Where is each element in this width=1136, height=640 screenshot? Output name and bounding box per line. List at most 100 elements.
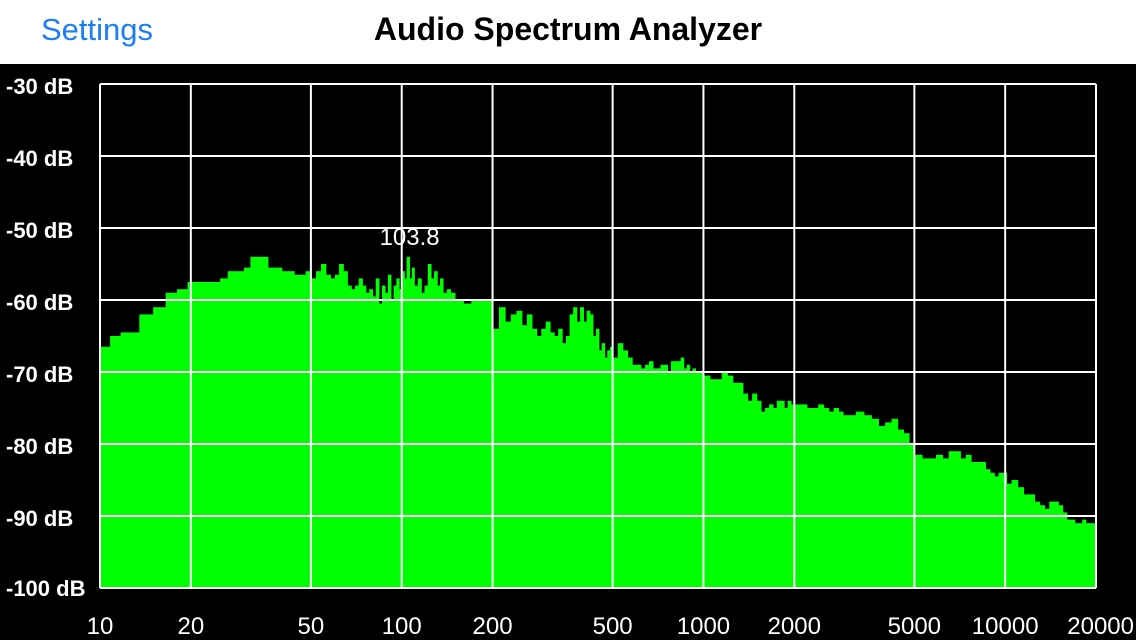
spectrum-bar — [562, 343, 567, 588]
spectrum-bar — [411, 267, 415, 588]
spectrum-bar — [1044, 508, 1050, 588]
spectrum-bar — [187, 282, 201, 588]
spectrum-bar — [709, 379, 717, 588]
spectrum-bar — [424, 285, 429, 588]
spectrum-bar — [1085, 523, 1090, 588]
spectrum-bar — [1062, 512, 1068, 588]
spectrum-bar — [381, 285, 386, 588]
spectrum-bar — [583, 321, 588, 588]
spectrum-bar — [343, 271, 348, 588]
spectrum-bar — [847, 415, 857, 588]
x-tick-label: 20 — [177, 613, 204, 640]
spectrum-bar — [1011, 480, 1019, 588]
spectrum-bar — [695, 372, 699, 588]
spectrum-bar — [421, 292, 426, 588]
spectrum-bar — [769, 404, 774, 588]
spectrum-bar — [427, 264, 432, 588]
spectrum-bar — [505, 321, 512, 588]
spectrum-bar — [545, 321, 551, 588]
spectrum-bar — [541, 328, 547, 588]
spectrum-bar — [1058, 505, 1064, 588]
spectrum-bar — [828, 411, 835, 588]
spectrum-bar — [780, 400, 785, 588]
spectrum-bar — [165, 292, 178, 588]
spectrum-bar — [689, 372, 694, 588]
spectrum-bar — [765, 408, 770, 588]
spectrum-bar — [434, 271, 438, 588]
spectrum-bar — [401, 271, 405, 588]
spectrum-bar — [1089, 523, 1094, 588]
spectrum-bar — [627, 357, 633, 588]
y-tick-label: -60 dB — [6, 290, 73, 315]
spectrum-bar — [663, 364, 669, 588]
spectrum-bar — [437, 285, 441, 588]
spectrum-bar — [794, 404, 802, 588]
spectrum-bar — [365, 292, 370, 588]
spectrum-bar — [320, 264, 327, 588]
spectrum-bar — [129, 332, 140, 588]
spectrum-bar — [652, 368, 658, 588]
spectrum-bar — [732, 382, 739, 588]
spectrum-bar — [784, 408, 789, 588]
x-tick-label: 1000 — [677, 613, 730, 640]
spectrum-bar — [234, 271, 245, 588]
spectrum-bar — [863, 415, 872, 588]
spectrum-bar — [649, 361, 654, 588]
spectrum-bar — [399, 289, 403, 588]
page-title: Audio Spectrum Analyzer — [373, 11, 763, 47]
spectrum-bar — [677, 361, 682, 588]
spectrum-bar — [698, 372, 702, 588]
spectrum-bar — [838, 411, 844, 588]
spectrum-bar — [806, 408, 814, 588]
settings-button[interactable]: Settings — [41, 12, 154, 47]
spectrum-bar — [351, 289, 356, 588]
spectrum-bar — [1029, 494, 1036, 588]
spectrum-bar — [914, 454, 923, 588]
spectrum-bar — [1082, 519, 1087, 588]
x-tick-label: 50 — [298, 613, 325, 640]
spectrum-bar — [960, 458, 967, 588]
x-tick-label: 5000 — [888, 613, 941, 640]
spectrum-bar — [636, 364, 642, 588]
peak-frequency-label: 103.8 — [380, 224, 440, 251]
spectrum-bar — [209, 282, 221, 588]
x-tick-label: 100 — [382, 613, 422, 640]
spectrum-bar — [772, 408, 778, 588]
spectrum-chart: -30 dB -40 dB -50 dB -60 dB -70 dB -80 dB -90 … — [6, 74, 1134, 640]
spectrum-bar — [586, 310, 591, 588]
spectrum-bar — [288, 271, 295, 588]
spectrum-bar — [463, 303, 468, 588]
spectrum-bar — [330, 278, 336, 588]
spectrum-bar — [358, 278, 363, 588]
spectrum-bar — [703, 375, 711, 588]
spectrum-bar — [640, 368, 646, 588]
x-tick-label: 10000 — [972, 613, 1039, 640]
spectrum-bar — [622, 350, 629, 588]
spectrum-bar — [450, 292, 456, 588]
spectrum-bar — [378, 303, 383, 588]
x-tick-label: 500 — [593, 613, 633, 640]
spectrum-bar — [632, 364, 638, 588]
spectrum-bar — [975, 462, 982, 588]
spectrum-bar — [1053, 501, 1059, 588]
spectrum-bar — [776, 400, 782, 588]
spectrum-bar — [612, 357, 619, 588]
spectrum-bar — [325, 274, 331, 588]
spectrum-bar — [274, 267, 283, 588]
spectrum-bar — [686, 364, 691, 588]
spectrum-bar — [498, 307, 506, 588]
y-tick-label: -80 dB — [6, 434, 73, 459]
spectrum-bar — [576, 321, 581, 588]
spectrum-bar — [396, 278, 400, 588]
spectrum-bar — [339, 264, 344, 588]
spectrum-bar — [903, 433, 910, 588]
spectrum-bar — [375, 278, 380, 588]
spectrum-bar — [607, 350, 611, 588]
spectrum-bar — [387, 274, 392, 588]
spectrum-bar — [1039, 505, 1046, 588]
spectrum-bar — [1092, 523, 1097, 588]
spectrum-bar — [120, 332, 130, 588]
spectrum-bar — [536, 336, 542, 588]
spectrum-bar — [592, 336, 597, 588]
spectrum-bar — [715, 379, 723, 588]
